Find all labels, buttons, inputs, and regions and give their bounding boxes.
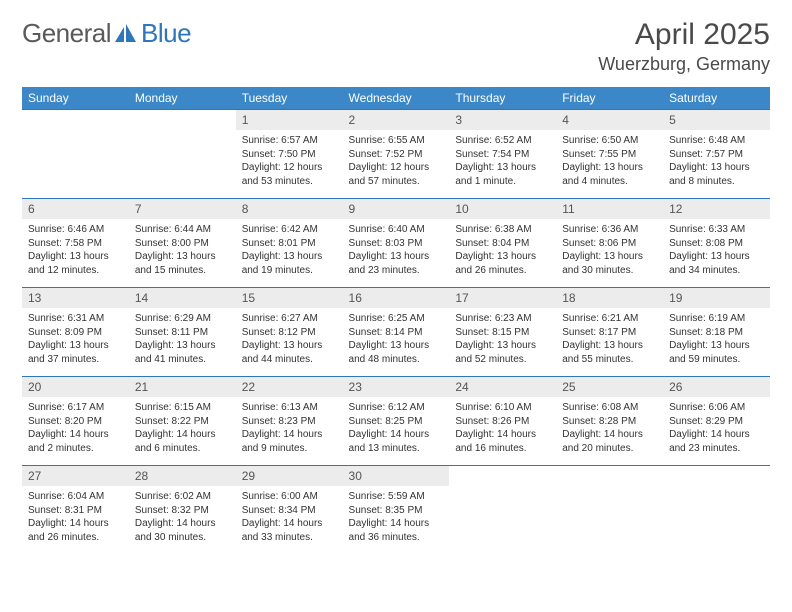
dow-cell: Monday: [129, 87, 236, 110]
dow-cell: Sunday: [22, 87, 129, 110]
detail-cell: Sunrise: 6:04 AMSunset: 8:31 PMDaylight:…: [22, 486, 129, 554]
detail-cell: Sunrise: 6:19 AMSunset: 8:18 PMDaylight:…: [663, 308, 770, 377]
daynum-row: 6 7 8 9 10 11 12: [22, 199, 770, 220]
brand-part1: General: [22, 18, 111, 49]
detail-cell: Sunrise: 6:25 AMSunset: 8:14 PMDaylight:…: [343, 308, 450, 377]
location-label: Wuerzburg, Germany: [598, 54, 770, 75]
daynum-cell: 22: [236, 377, 343, 398]
brand-part2: Blue: [141, 18, 191, 49]
daynum-cell: 24: [449, 377, 556, 398]
detail-cell: Sunrise: 6:23 AMSunset: 8:15 PMDaylight:…: [449, 308, 556, 377]
daynum-cell: 11: [556, 199, 663, 220]
daynum-cell: 8: [236, 199, 343, 220]
daynum-cell: 15: [236, 288, 343, 309]
detail-cell: Sunrise: 6:21 AMSunset: 8:17 PMDaylight:…: [556, 308, 663, 377]
detail-cell: Sunrise: 6:13 AMSunset: 8:23 PMDaylight:…: [236, 397, 343, 466]
detail-cell: Sunrise: 6:38 AMSunset: 8:04 PMDaylight:…: [449, 219, 556, 288]
daynum-cell: 28: [129, 466, 236, 487]
detail-cell: Sunrise: 6:31 AMSunset: 8:09 PMDaylight:…: [22, 308, 129, 377]
detail-cell: Sunrise: 6:12 AMSunset: 8:25 PMDaylight:…: [343, 397, 450, 466]
detail-cell: Sunrise: 6:44 AMSunset: 8:00 PMDaylight:…: [129, 219, 236, 288]
daynum-cell: 14: [129, 288, 236, 309]
detail-cell: Sunrise: 6:27 AMSunset: 8:12 PMDaylight:…: [236, 308, 343, 377]
detail-row: Sunrise: 6:17 AMSunset: 8:20 PMDaylight:…: [22, 397, 770, 466]
detail-cell: Sunrise: 6:48 AMSunset: 7:57 PMDaylight:…: [663, 130, 770, 199]
daynum-cell: [556, 466, 663, 487]
daynum-cell: 16: [343, 288, 450, 309]
detail-cell: Sunrise: 6:55 AMSunset: 7:52 PMDaylight:…: [343, 130, 450, 199]
dow-cell: Thursday: [449, 87, 556, 110]
calendar-table: Sunday Monday Tuesday Wednesday Thursday…: [22, 87, 770, 554]
detail-cell: [663, 486, 770, 554]
detail-cell: Sunrise: 6:00 AMSunset: 8:34 PMDaylight:…: [236, 486, 343, 554]
detail-cell: Sunrise: 6:40 AMSunset: 8:03 PMDaylight:…: [343, 219, 450, 288]
daynum-cell: 1: [236, 110, 343, 131]
daynum-cell: 25: [556, 377, 663, 398]
daynum-cell: 4: [556, 110, 663, 131]
daynum-row: 27 28 29 30: [22, 466, 770, 487]
month-title: April 2025: [598, 18, 770, 52]
daynum-cell: 27: [22, 466, 129, 487]
header: General Blue April 2025 Wuerzburg, Germa…: [22, 18, 770, 75]
daynum-cell: [663, 466, 770, 487]
daynum-cell: 26: [663, 377, 770, 398]
daynum-cell: 6: [22, 199, 129, 220]
detail-cell: [556, 486, 663, 554]
detail-cell: Sunrise: 6:17 AMSunset: 8:20 PMDaylight:…: [22, 397, 129, 466]
detail-cell: [129, 130, 236, 199]
detail-cell: Sunrise: 6:06 AMSunset: 8:29 PMDaylight:…: [663, 397, 770, 466]
dow-cell: Tuesday: [236, 87, 343, 110]
sails-icon: [115, 24, 137, 44]
detail-cell: Sunrise: 6:08 AMSunset: 8:28 PMDaylight:…: [556, 397, 663, 466]
daynum-row: 20 21 22 23 24 25 26: [22, 377, 770, 398]
daynum-cell: 5: [663, 110, 770, 131]
daynum-cell: 10: [449, 199, 556, 220]
daynum-row: 13 14 15 16 17 18 19: [22, 288, 770, 309]
daynum-cell: 18: [556, 288, 663, 309]
dow-cell: Friday: [556, 87, 663, 110]
daynum-cell: 17: [449, 288, 556, 309]
daynum-cell: 3: [449, 110, 556, 131]
daynum-cell: 29: [236, 466, 343, 487]
detail-row: Sunrise: 6:31 AMSunset: 8:09 PMDaylight:…: [22, 308, 770, 377]
detail-cell: [22, 130, 129, 199]
detail-cell: Sunrise: 6:52 AMSunset: 7:54 PMDaylight:…: [449, 130, 556, 199]
detail-cell: [449, 486, 556, 554]
detail-cell: Sunrise: 5:59 AMSunset: 8:35 PMDaylight:…: [343, 486, 450, 554]
day-of-week-row: Sunday Monday Tuesday Wednesday Thursday…: [22, 87, 770, 110]
daynum-cell: [129, 110, 236, 131]
daynum-cell: 30: [343, 466, 450, 487]
detail-cell: Sunrise: 6:10 AMSunset: 8:26 PMDaylight:…: [449, 397, 556, 466]
daynum-cell: 19: [663, 288, 770, 309]
detail-cell: Sunrise: 6:50 AMSunset: 7:55 PMDaylight:…: [556, 130, 663, 199]
daynum-cell: [22, 110, 129, 131]
brand-logo: General Blue: [22, 18, 191, 49]
dow-cell: Saturday: [663, 87, 770, 110]
daynum-cell: 2: [343, 110, 450, 131]
daynum-cell: 20: [22, 377, 129, 398]
detail-cell: Sunrise: 6:57 AMSunset: 7:50 PMDaylight:…: [236, 130, 343, 199]
daynum-cell: [449, 466, 556, 487]
daynum-cell: 13: [22, 288, 129, 309]
detail-cell: Sunrise: 6:02 AMSunset: 8:32 PMDaylight:…: [129, 486, 236, 554]
detail-cell: Sunrise: 6:42 AMSunset: 8:01 PMDaylight:…: [236, 219, 343, 288]
daynum-cell: 9: [343, 199, 450, 220]
detail-row: Sunrise: 6:04 AMSunset: 8:31 PMDaylight:…: [22, 486, 770, 554]
dow-cell: Wednesday: [343, 87, 450, 110]
detail-cell: Sunrise: 6:33 AMSunset: 8:08 PMDaylight:…: [663, 219, 770, 288]
detail-cell: Sunrise: 6:15 AMSunset: 8:22 PMDaylight:…: [129, 397, 236, 466]
title-block: April 2025 Wuerzburg, Germany: [598, 18, 770, 75]
detail-cell: Sunrise: 6:46 AMSunset: 7:58 PMDaylight:…: [22, 219, 129, 288]
detail-cell: Sunrise: 6:29 AMSunset: 8:11 PMDaylight:…: [129, 308, 236, 377]
daynum-row: 1 2 3 4 5: [22, 110, 770, 131]
detail-cell: Sunrise: 6:36 AMSunset: 8:06 PMDaylight:…: [556, 219, 663, 288]
detail-row: Sunrise: 6:46 AMSunset: 7:58 PMDaylight:…: [22, 219, 770, 288]
daynum-cell: 12: [663, 199, 770, 220]
daynum-cell: 23: [343, 377, 450, 398]
daynum-cell: 7: [129, 199, 236, 220]
daynum-cell: 21: [129, 377, 236, 398]
detail-row: Sunrise: 6:57 AMSunset: 7:50 PMDaylight:…: [22, 130, 770, 199]
